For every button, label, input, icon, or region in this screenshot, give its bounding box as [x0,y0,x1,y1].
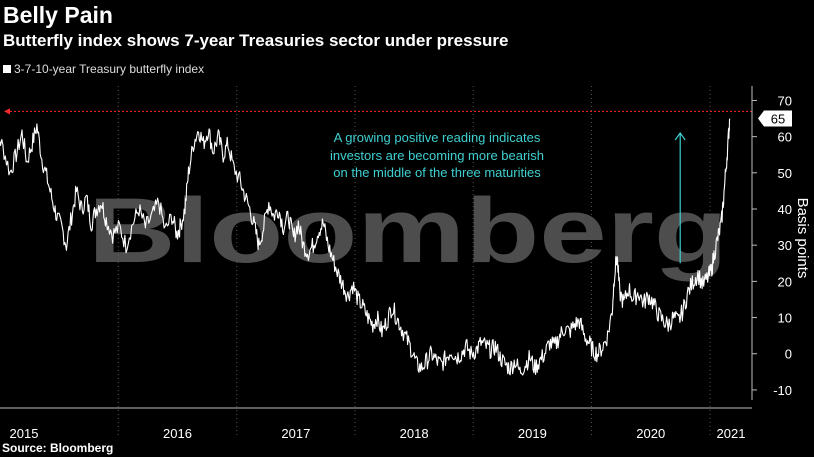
y-tick-label: 40 [778,202,792,217]
x-tick-label: 2019 [518,426,547,441]
x-tick-label: 2021 [717,426,746,441]
y-tick-label: 0 [785,347,792,362]
annotation-text-line: investors are becoming more bearish [330,148,544,163]
watermark-text: Bloomberg [88,180,728,282]
y-tick-label: 30 [778,238,792,253]
y-tick-label: -10 [773,383,792,398]
x-tick-label: 2015 [10,426,39,441]
y-tick-label: 70 [778,93,792,108]
source-note: Source: Bloomberg [2,441,114,455]
last-value-badge [758,110,792,127]
legend: 3-7-10-year Treasury butterfly index [3,62,204,76]
y-tick-label: 60 [778,130,792,145]
reference-line-arrow [4,108,10,115]
x-tick-label: 2017 [281,426,310,441]
annotation-text-line: on the middle of the three maturities [333,165,541,180]
chart-subtitle: Butterfly index shows 7-year Treasuries … [3,31,509,50]
x-tick-label: 2016 [163,426,192,441]
x-tick-label: 2020 [636,426,665,441]
y-axis-title: Basis points [794,198,811,279]
y-tick-label: 10 [778,311,792,326]
chart-title: Belly Pain [3,2,113,28]
y-tick-label: 50 [778,166,792,181]
legend-swatch [3,65,11,73]
legend-label: 3-7-10-year Treasury butterfly index [14,62,205,76]
y-tick-label: 20 [778,274,792,289]
annotation-arrow-head [674,132,686,141]
last-value-label: 65 [771,112,785,127]
series-line [0,118,731,376]
x-tick-label: 2018 [400,426,429,441]
annotation-text-line: A growing positive reading indicates [334,130,541,145]
